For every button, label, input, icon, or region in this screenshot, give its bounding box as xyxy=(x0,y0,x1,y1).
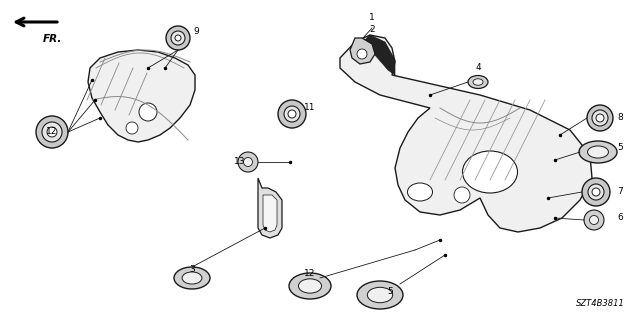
Circle shape xyxy=(171,31,185,45)
Text: 1: 1 xyxy=(369,13,375,23)
Ellipse shape xyxy=(468,76,488,88)
Polygon shape xyxy=(258,178,282,238)
Circle shape xyxy=(238,152,258,172)
Circle shape xyxy=(584,210,604,230)
Ellipse shape xyxy=(298,279,321,293)
Circle shape xyxy=(278,100,306,128)
Ellipse shape xyxy=(357,281,403,309)
Circle shape xyxy=(47,127,57,137)
Circle shape xyxy=(587,105,613,131)
Text: FR.: FR. xyxy=(42,34,61,44)
Circle shape xyxy=(357,49,367,59)
Circle shape xyxy=(454,187,470,203)
Ellipse shape xyxy=(473,79,483,85)
Circle shape xyxy=(589,216,598,225)
Text: 12: 12 xyxy=(304,270,316,278)
Circle shape xyxy=(36,116,68,148)
Text: 11: 11 xyxy=(304,103,316,113)
Text: 3: 3 xyxy=(189,265,195,275)
Polygon shape xyxy=(350,38,375,64)
Ellipse shape xyxy=(588,146,609,158)
Polygon shape xyxy=(88,50,195,142)
Text: 4: 4 xyxy=(475,63,481,72)
Ellipse shape xyxy=(289,273,331,299)
Circle shape xyxy=(582,178,610,206)
Text: 9: 9 xyxy=(193,27,199,36)
Polygon shape xyxy=(340,35,592,232)
Text: 8: 8 xyxy=(617,114,623,122)
Circle shape xyxy=(243,158,253,167)
Text: 12: 12 xyxy=(46,128,58,137)
Text: 5: 5 xyxy=(387,287,393,296)
Circle shape xyxy=(126,122,138,134)
Text: 6: 6 xyxy=(617,213,623,222)
Circle shape xyxy=(592,188,600,196)
Circle shape xyxy=(139,103,157,121)
Polygon shape xyxy=(365,35,395,75)
Circle shape xyxy=(284,106,300,122)
Text: 13: 13 xyxy=(234,158,246,167)
Ellipse shape xyxy=(463,151,518,193)
Ellipse shape xyxy=(182,272,202,284)
Ellipse shape xyxy=(408,183,433,201)
Ellipse shape xyxy=(579,141,617,163)
Circle shape xyxy=(596,114,604,122)
Circle shape xyxy=(288,110,296,118)
Text: SZT4B3811: SZT4B3811 xyxy=(576,299,625,308)
Circle shape xyxy=(166,26,190,50)
Ellipse shape xyxy=(174,267,210,289)
Text: 7: 7 xyxy=(617,188,623,197)
Polygon shape xyxy=(263,195,277,232)
Circle shape xyxy=(592,110,608,126)
Text: 5: 5 xyxy=(617,144,623,152)
Ellipse shape xyxy=(367,287,393,303)
Circle shape xyxy=(175,35,181,41)
Circle shape xyxy=(42,122,62,142)
Text: 2: 2 xyxy=(369,26,375,34)
Circle shape xyxy=(588,184,604,200)
